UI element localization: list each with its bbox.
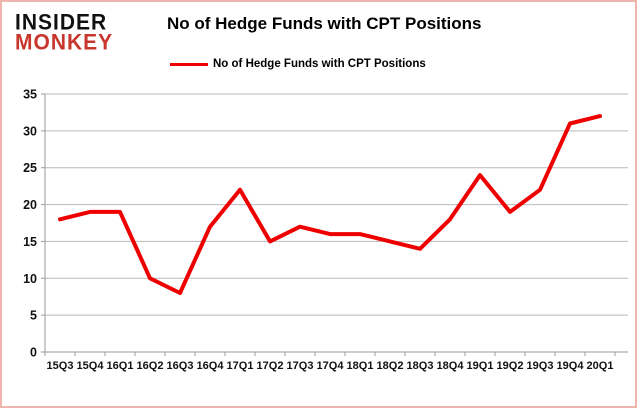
series-line-hedge-funds: [58, 114, 602, 295]
x-tick-label: 17Q1: [227, 360, 254, 372]
y-tick-label: 25: [23, 161, 37, 175]
y-tick-label: 30: [23, 124, 37, 138]
x-tick-label: 18Q3: [407, 360, 434, 372]
x-tick-label: 17Q4: [317, 360, 345, 372]
x-tick-label: 15Q4: [77, 360, 105, 372]
x-tick-label: 15Q3: [47, 360, 74, 372]
y-tick-label: 20: [23, 198, 37, 212]
y-tick-label: 15: [23, 235, 37, 249]
x-tick-label: 19Q2: [497, 360, 524, 372]
y-tick-label: 10: [23, 272, 37, 286]
y-tick-label: 35: [23, 88, 37, 102]
x-tick-label: 16Q4: [197, 360, 225, 372]
x-tick-label: 17Q2: [257, 360, 284, 372]
logo-text-insider: INSIDER: [15, 10, 108, 35]
x-tick-label: 18Q2: [377, 360, 404, 372]
insider-monkey-logo: INSIDER MONKEY: [15, 10, 114, 55]
x-tick-label: 16Q2: [137, 360, 164, 372]
chart-legend: No of Hedge Funds with CPT Positions: [170, 58, 426, 70]
logo-text-monkey: MONKEY: [15, 30, 114, 55]
y-tick-label: 5: [30, 309, 37, 323]
x-tick-label: 16Q1: [107, 360, 134, 372]
x-tick-label: 16Q3: [167, 360, 194, 372]
x-tick-label: 18Q4: [437, 360, 465, 372]
x-tick-label: 19Q4: [557, 360, 585, 372]
legend-line-swatch: [170, 62, 208, 66]
x-tick-label: 18Q1: [347, 360, 374, 372]
y-tick-label: 0: [30, 346, 37, 360]
chart-title: No of Hedge Funds with CPT Positions: [167, 14, 482, 33]
x-tick-label: 19Q3: [527, 360, 554, 372]
x-tick-label: 19Q1: [467, 360, 494, 372]
x-tick-label: 17Q3: [287, 360, 314, 372]
x-tick-label: 20Q1: [587, 360, 614, 372]
legend-label: No of Hedge Funds with CPT Positions: [213, 58, 426, 70]
